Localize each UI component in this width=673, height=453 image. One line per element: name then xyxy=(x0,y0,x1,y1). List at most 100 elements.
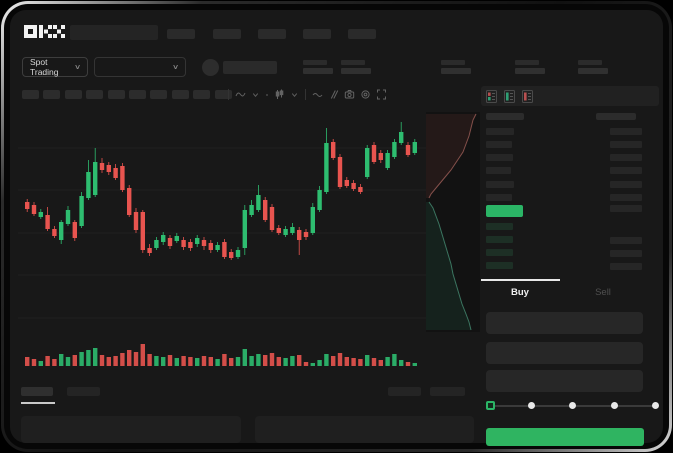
active-tab-indicator xyxy=(481,279,560,281)
market-type-label: Spot Trading xyxy=(30,57,59,77)
ask-price-row-placeholder[interactable] xyxy=(486,128,514,135)
stat-value-placeholder xyxy=(341,68,371,74)
volume-bar xyxy=(263,355,268,366)
order-input-placeholder[interactable] xyxy=(486,370,643,392)
nav-item-placeholder[interactable] xyxy=(303,29,331,39)
candlestick xyxy=(371,145,377,162)
amount-row-placeholder[interactable] xyxy=(610,141,642,148)
amount-row-placeholder[interactable] xyxy=(610,181,642,188)
candlestick xyxy=(249,205,254,215)
chevron-down-icon[interactable] xyxy=(290,89,299,100)
book-bids-icon[interactable] xyxy=(504,90,515,108)
timeframe-button-placeholder[interactable] xyxy=(129,90,146,99)
slider-step-dot[interactable] xyxy=(651,402,659,409)
bid-price-row-placeholder[interactable] xyxy=(486,249,513,256)
volume-bar xyxy=(147,354,152,366)
wave-icon[interactable] xyxy=(312,89,323,100)
volume-bar xyxy=(256,354,261,366)
candlestick xyxy=(174,236,179,241)
volume-bar xyxy=(365,355,370,366)
amount-row-placeholder[interactable] xyxy=(610,194,642,201)
bottom-action-placeholder-2[interactable] xyxy=(430,387,465,396)
bottom-tab-placeholder[interactable] xyxy=(67,387,100,396)
camera-icon[interactable] xyxy=(344,89,355,100)
buy-submit-button[interactable] xyxy=(486,428,644,446)
amount-row-placeholder[interactable] xyxy=(610,237,642,244)
slider-step-dot[interactable] xyxy=(610,402,618,409)
tab-sell-label: Sell xyxy=(595,287,611,298)
ask-price-row-placeholder[interactable] xyxy=(486,154,513,161)
bottom-action-placeholder-1[interactable] xyxy=(388,387,421,396)
amount-row-placeholder[interactable] xyxy=(610,205,642,212)
bottom-tab-underline xyxy=(21,402,55,404)
nav-item-placeholder[interactable] xyxy=(167,29,195,39)
chevron-down-icon[interactable] xyxy=(251,89,260,100)
timeframe-button-placeholder[interactable] xyxy=(172,90,189,99)
ask-price-row-placeholder[interactable] xyxy=(486,181,514,188)
bottom-tab-active-placeholder[interactable] xyxy=(21,387,53,396)
slider-step-dot[interactable] xyxy=(568,402,576,409)
amount-row-placeholder[interactable] xyxy=(610,128,642,135)
order-input-placeholder[interactable] xyxy=(486,312,643,334)
nav-item-placeholder[interactable] xyxy=(258,29,286,39)
timeframe-button-placeholder[interactable] xyxy=(193,90,210,99)
timeframe-button-placeholder[interactable] xyxy=(150,90,167,99)
pair-select-dropdown[interactable]: ∨ xyxy=(94,57,186,77)
amount-row-placeholder[interactable] xyxy=(610,263,642,270)
amount-row-placeholder[interactable] xyxy=(610,250,642,257)
book-both-icon[interactable] xyxy=(486,90,497,108)
ask-price-row-placeholder[interactable] xyxy=(486,141,512,148)
bid-price-row-placeholder[interactable] xyxy=(486,236,513,243)
candle-type-icon[interactable] xyxy=(274,89,285,100)
timeframe-button-placeholder[interactable] xyxy=(108,90,125,99)
volume-bar xyxy=(222,354,227,366)
timeframe-button-placeholder[interactable] xyxy=(22,90,39,99)
candlestick xyxy=(79,196,84,226)
timeframe-button-placeholder[interactable] xyxy=(65,90,82,99)
chart-tools-toolbar xyxy=(227,88,387,101)
settings-icon[interactable] xyxy=(360,89,371,100)
tab-sell[interactable]: Sell xyxy=(558,287,648,298)
candlestick xyxy=(290,227,295,233)
timeframe-button-placeholder[interactable] xyxy=(215,90,232,99)
amount-row-placeholder[interactable] xyxy=(610,167,642,174)
bid-price-row-placeholder[interactable] xyxy=(486,262,513,269)
ask-price-row-placeholder[interactable] xyxy=(486,194,512,201)
ticker-name-placeholder xyxy=(223,61,277,74)
order-input-placeholder[interactable] xyxy=(486,342,643,364)
candlestick xyxy=(385,153,390,168)
timeframe-button-placeholder[interactable] xyxy=(86,90,103,99)
candlestick xyxy=(331,142,336,158)
last-price-highlight[interactable] xyxy=(486,205,523,217)
asks-depth-area xyxy=(426,114,476,198)
amount-row-placeholder[interactable] xyxy=(610,154,642,161)
line-style-icon[interactable] xyxy=(235,89,246,100)
nav-item-placeholder[interactable] xyxy=(348,29,376,39)
stat-pair xyxy=(341,60,371,74)
stat-label-placeholder xyxy=(578,60,602,65)
slider-step-dot[interactable] xyxy=(527,402,535,409)
volume-bar xyxy=(127,350,132,366)
book-asks-icon[interactable] xyxy=(522,90,533,108)
candlestick xyxy=(161,235,166,242)
volume-bar xyxy=(154,356,159,366)
candlestick xyxy=(59,222,64,240)
timeframe-button-placeholder[interactable] xyxy=(43,90,60,99)
fullscreen-icon[interactable] xyxy=(376,89,387,100)
stat-pair xyxy=(515,60,545,74)
ask-price-row-placeholder[interactable] xyxy=(486,167,511,174)
volume-bar xyxy=(161,357,166,366)
tab-buy[interactable]: Buy xyxy=(475,287,565,298)
candlestick xyxy=(351,183,356,189)
okx-logo[interactable] xyxy=(24,25,66,45)
bid-price-row-placeholder[interactable] xyxy=(486,223,513,230)
tab-buy-label: Buy xyxy=(511,287,529,298)
volume-bar xyxy=(133,352,139,366)
brush-icon[interactable] xyxy=(328,89,339,100)
candlestick xyxy=(412,142,417,153)
nav-item-placeholder[interactable] xyxy=(213,29,241,39)
slider-handle[interactable] xyxy=(485,401,495,410)
market-type-dropdown[interactable]: Spot Trading ∨ xyxy=(22,57,88,77)
